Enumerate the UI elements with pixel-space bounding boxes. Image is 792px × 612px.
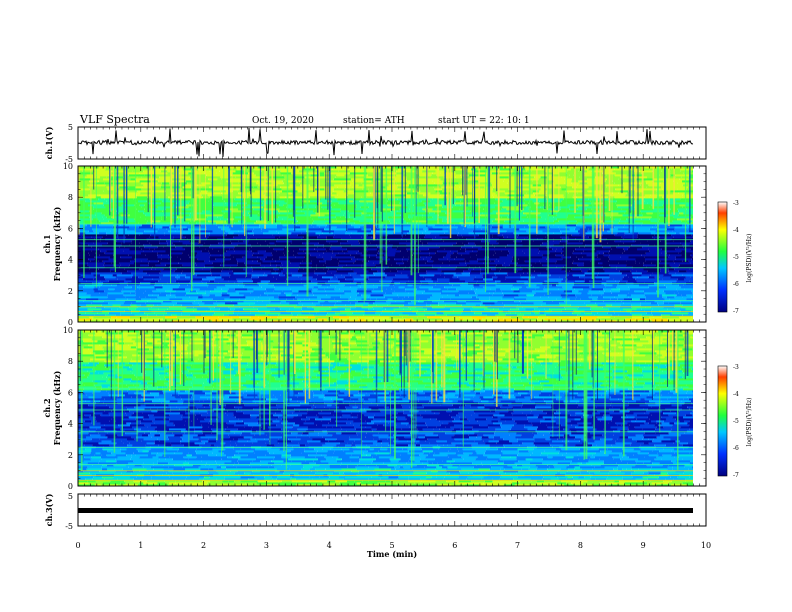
ch1-spec-ylabel-channel: ch.1 bbox=[42, 234, 52, 253]
start-time-label: start UT = 22: 10: 1 bbox=[438, 116, 530, 126]
spec-ytick-label: 2 bbox=[68, 451, 73, 460]
cb1-tick-2: -5 bbox=[733, 254, 739, 261]
x-tick-label: 8 bbox=[578, 541, 583, 550]
cb2-tick-0: -3 bbox=[733, 364, 739, 371]
cb2-tick-3: -6 bbox=[733, 445, 739, 452]
x-tick-label: 7 bbox=[515, 541, 520, 550]
spec-ytick-label: 6 bbox=[68, 224, 73, 233]
x-axis-tick-labels: 0 1 2 3 4 5 6 7 8 9 10 bbox=[75, 541, 711, 550]
figure-title: VLF Spectra bbox=[79, 113, 150, 126]
date-label: Oct. 19, 2020 bbox=[252, 116, 314, 126]
x-tick-label: 5 bbox=[389, 541, 394, 550]
ch3-ylabel: ch.3(V) bbox=[44, 493, 54, 526]
cb1-tick-0: -3 bbox=[733, 200, 739, 207]
spec-ytick-label: 8 bbox=[68, 357, 73, 366]
ch3-ytick-bottom: -5 bbox=[65, 522, 73, 531]
spec-ytick-label: 0 bbox=[68, 482, 73, 491]
ch2-spec-ylabel-freq: Frequency (kHz) bbox=[52, 370, 62, 445]
x-tick-label: 2 bbox=[201, 541, 206, 550]
spec-ytick-label: 10 bbox=[63, 162, 73, 171]
ch1-ylabel: ch.1(V) bbox=[44, 126, 54, 159]
cb1-tick-1: -4 bbox=[733, 227, 739, 234]
ch2-spectrogram-panel: 0 2 4 6 8 10 ch.2 Frequency (kHz) bbox=[42, 326, 707, 491]
ch1-waveform-panel: 5 -5 ch.1(V) bbox=[44, 123, 707, 164]
cb1-tick-3: -6 bbox=[733, 281, 739, 288]
spec-ytick-label: 8 bbox=[68, 193, 73, 202]
spec-ytick-label: 4 bbox=[68, 256, 73, 265]
x-tick-label: 0 bbox=[75, 541, 80, 550]
ch1-colorbar: -3 -4 -5 -6 -7 log(PSD)(V²/Hz) bbox=[717, 200, 753, 315]
spec-ytick-label: 10 bbox=[63, 326, 73, 335]
station-label: station= ATH bbox=[343, 116, 405, 126]
cb2-tick-1: -4 bbox=[733, 391, 739, 398]
x-tick-label: 3 bbox=[264, 541, 269, 550]
x-tick-label: 6 bbox=[452, 541, 457, 550]
ch3-ytick-top: 5 bbox=[68, 492, 73, 501]
x-tick-label: 9 bbox=[641, 541, 646, 550]
cb2-label: log(PSD)(V²/Hz) bbox=[746, 398, 753, 447]
ch1-spec-ylabel-freq: Frequency (kHz) bbox=[52, 206, 62, 281]
cb1-tick-4: -7 bbox=[733, 308, 739, 315]
x-axis-label: Time (min) bbox=[367, 549, 417, 559]
ch1-ytick-bottom: -5 bbox=[65, 155, 73, 164]
ch2-spec-ylabel-channel: ch.2 bbox=[42, 398, 52, 417]
spec-ytick-label: 2 bbox=[68, 287, 73, 296]
spec-ytick-label: 6 bbox=[68, 388, 73, 397]
cb2-tick-4: -7 bbox=[733, 472, 739, 479]
spec-ytick-label: 0 bbox=[68, 318, 73, 327]
ch3-waveform-band bbox=[78, 508, 693, 513]
ch2-colorbar: -3 -4 -5 -6 -7 log(PSD)(V²/Hz) bbox=[717, 364, 753, 479]
x-tick-label: 1 bbox=[138, 541, 143, 550]
ch1-ytick-top: 5 bbox=[68, 123, 73, 132]
x-tick-label: 10 bbox=[701, 541, 711, 550]
x-tick-label: 4 bbox=[327, 541, 332, 550]
ch1-waveform-line bbox=[77, 127, 694, 157]
cb1-label: log(PSD)(V²/Hz) bbox=[746, 234, 753, 283]
ch1-spectrogram-panel: 0 2 4 6 8 10 ch.1 Frequency (kHz) bbox=[42, 162, 707, 327]
spec-ytick-label: 4 bbox=[68, 420, 73, 429]
ch3-waveform-panel: 5 -5 ch.3(V) bbox=[44, 492, 707, 531]
cb2-tick-2: -5 bbox=[733, 418, 739, 425]
